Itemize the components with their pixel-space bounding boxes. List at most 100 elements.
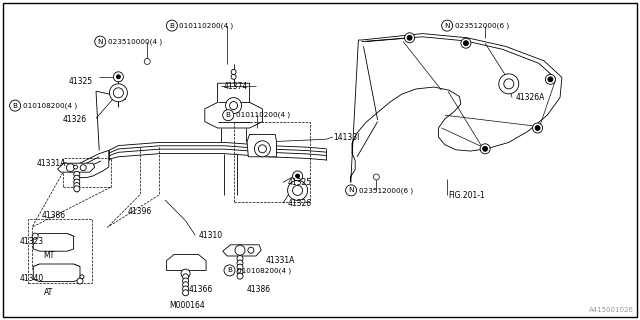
Circle shape (237, 256, 243, 261)
Text: 41386: 41386 (246, 285, 271, 294)
Circle shape (67, 164, 74, 172)
Circle shape (463, 41, 468, 46)
Polygon shape (58, 163, 95, 172)
Circle shape (182, 274, 189, 280)
Circle shape (483, 146, 488, 151)
Text: B: B (226, 112, 230, 118)
Polygon shape (351, 34, 562, 182)
Text: 010110200(4 ): 010110200(4 ) (179, 22, 234, 29)
Circle shape (74, 165, 77, 169)
Circle shape (480, 144, 490, 154)
Circle shape (231, 69, 236, 75)
Circle shape (442, 20, 452, 31)
Text: 41366: 41366 (189, 285, 213, 294)
Circle shape (532, 123, 543, 133)
Circle shape (230, 101, 237, 109)
Circle shape (292, 171, 303, 181)
Text: B: B (13, 103, 18, 108)
Circle shape (235, 245, 245, 255)
Text: 010108200(4 ): 010108200(4 ) (22, 102, 77, 109)
Circle shape (226, 98, 242, 114)
Circle shape (548, 77, 553, 82)
Circle shape (80, 165, 86, 171)
Text: B: B (227, 268, 232, 273)
Text: N: N (444, 23, 450, 28)
Polygon shape (166, 254, 206, 270)
Text: AT: AT (44, 288, 52, 297)
Circle shape (237, 260, 243, 266)
Text: 41374: 41374 (224, 82, 248, 91)
Text: N: N (97, 39, 103, 44)
Circle shape (237, 269, 243, 275)
Circle shape (113, 72, 124, 82)
Circle shape (237, 264, 243, 270)
Circle shape (461, 38, 471, 48)
Circle shape (292, 185, 303, 196)
Circle shape (231, 74, 236, 79)
Polygon shape (291, 194, 304, 197)
Polygon shape (112, 96, 125, 99)
Circle shape (287, 180, 308, 200)
Text: A415001026: A415001026 (589, 308, 634, 313)
Circle shape (10, 100, 20, 111)
Polygon shape (33, 234, 74, 251)
Circle shape (109, 84, 127, 102)
Circle shape (113, 88, 124, 98)
Circle shape (404, 33, 415, 43)
Circle shape (223, 110, 234, 121)
Bar (28, 219, 92, 283)
Polygon shape (205, 83, 262, 128)
Polygon shape (223, 245, 261, 256)
Circle shape (407, 35, 412, 40)
Circle shape (254, 141, 270, 157)
Circle shape (296, 174, 300, 178)
Circle shape (182, 290, 189, 296)
Text: 41331A: 41331A (266, 256, 295, 265)
Circle shape (259, 145, 266, 153)
Circle shape (224, 265, 235, 276)
Text: 41326A: 41326A (515, 93, 545, 102)
Text: 023512000(6 ): 023512000(6 ) (358, 187, 413, 194)
Text: FIG.201-1: FIG.201-1 (448, 191, 484, 200)
Circle shape (248, 247, 254, 253)
Text: 14133I: 14133I (333, 133, 359, 142)
Circle shape (95, 36, 106, 47)
Text: 41310: 41310 (198, 231, 223, 240)
Circle shape (182, 278, 189, 284)
Circle shape (77, 278, 83, 284)
Text: 010110200(4 ): 010110200(4 ) (236, 112, 290, 118)
Circle shape (74, 175, 80, 181)
Circle shape (504, 79, 514, 89)
Text: 41326: 41326 (63, 116, 87, 124)
Text: MT: MT (44, 252, 55, 260)
Circle shape (32, 233, 38, 239)
Circle shape (373, 174, 380, 180)
Bar (234, 122, 310, 202)
Circle shape (74, 183, 80, 188)
Text: 023512000(6 ): 023512000(6 ) (454, 22, 509, 29)
Bar (63, 158, 111, 187)
Circle shape (545, 74, 556, 84)
Circle shape (181, 269, 190, 278)
Circle shape (182, 286, 189, 292)
Text: 41325: 41325 (288, 178, 312, 187)
Circle shape (182, 282, 189, 288)
Circle shape (80, 275, 84, 279)
Polygon shape (247, 134, 276, 157)
Polygon shape (33, 264, 80, 282)
Text: 41396: 41396 (128, 207, 152, 216)
Polygon shape (77, 150, 109, 178)
Circle shape (535, 125, 540, 131)
Text: 41326: 41326 (288, 199, 312, 208)
Circle shape (144, 59, 150, 64)
Text: 010108200(4 ): 010108200(4 ) (237, 267, 291, 274)
Circle shape (346, 185, 356, 196)
Circle shape (166, 20, 177, 31)
Text: 41331A: 41331A (37, 159, 67, 168)
Circle shape (116, 75, 120, 79)
Text: 41386: 41386 (42, 212, 66, 220)
Circle shape (237, 273, 243, 279)
Text: M000164: M000164 (170, 301, 205, 310)
Text: 41323: 41323 (19, 237, 44, 246)
Text: 023510000(4 ): 023510000(4 ) (108, 38, 162, 45)
